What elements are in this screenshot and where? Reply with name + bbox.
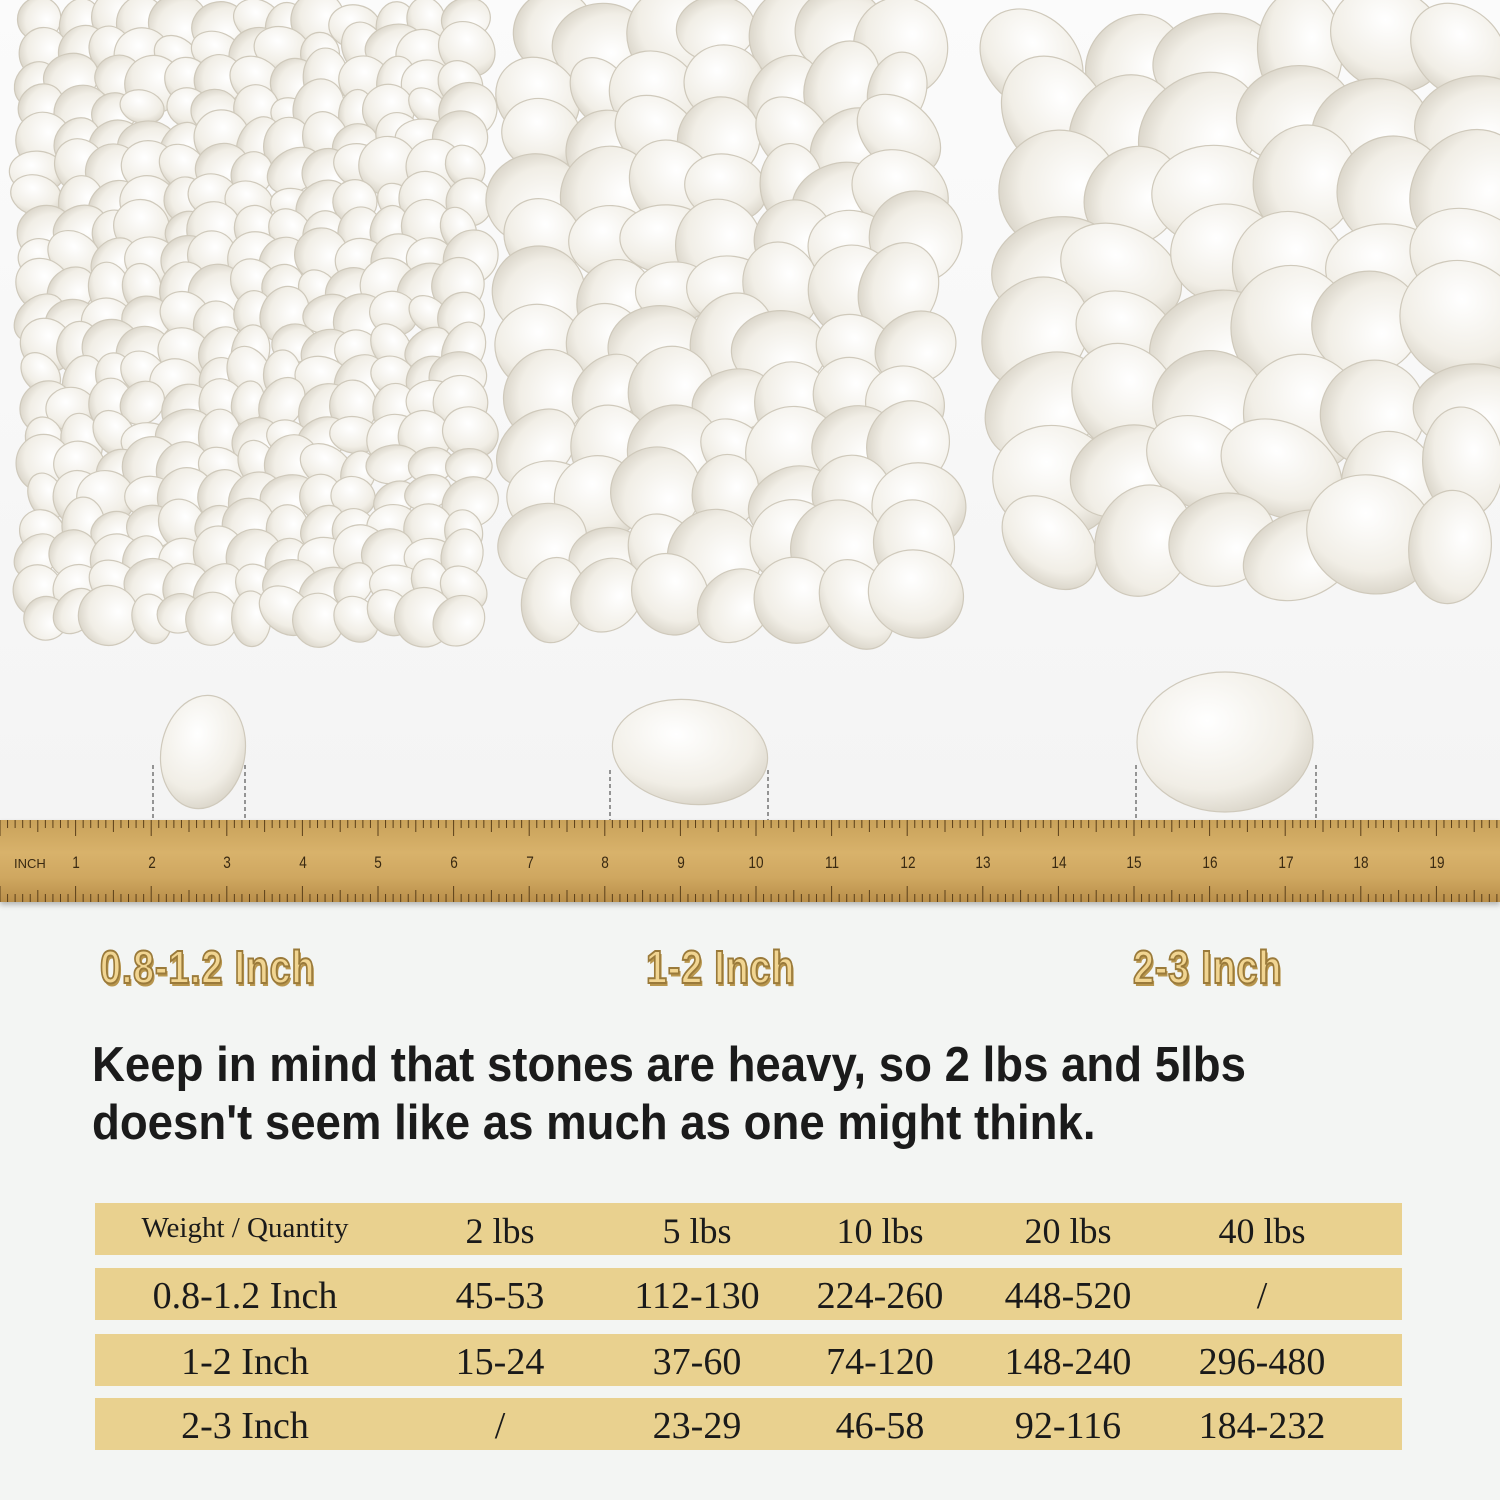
table-cell: 112-130 xyxy=(634,1275,760,1317)
table-cell: 2-3 Inch xyxy=(181,1405,309,1447)
table-cell: 1-2 Inch xyxy=(181,1341,309,1383)
sample-pebble-large xyxy=(1136,671,1314,813)
pebble-piles xyxy=(8,0,1500,822)
table-row: 2-3 Inch / 23-29 46-58 92-116 184-232 xyxy=(95,1398,1402,1450)
table-header-cell: 20 lbs xyxy=(1024,1211,1112,1251)
ruler-number: 10 xyxy=(748,853,764,872)
table-cell: 0.8-1.2 Inch xyxy=(152,1275,338,1317)
table-cell: 46-58 xyxy=(835,1405,925,1447)
ruler-number: 6 xyxy=(450,853,458,872)
ruler-number: 4 xyxy=(299,853,307,872)
table-cell: 296-480 xyxy=(1198,1341,1326,1383)
ruler-number: 8 xyxy=(601,853,609,872)
ruler-number: 14 xyxy=(1051,853,1067,872)
table-header-cell: 10 lbs xyxy=(836,1211,924,1251)
ruler-number: 17 xyxy=(1278,853,1294,872)
pebble xyxy=(1001,495,1098,591)
size-label-small: 0.8-1.2 Inch xyxy=(99,940,316,994)
table-cell: 15-24 xyxy=(455,1341,545,1383)
table-cell: 23-29 xyxy=(652,1405,742,1447)
weight-note: Keep in mind that stones are heavy, so 2… xyxy=(92,1038,1246,1150)
ruler-number: 13 xyxy=(975,853,991,872)
table-cell: 148-240 xyxy=(1004,1341,1132,1383)
ruler-number: 11 xyxy=(824,853,840,872)
ruler-number: 5 xyxy=(374,853,383,872)
table-header-row: Weight / Quantity 2 lbs 5 lbs 10 lbs 20 lbs 4… xyxy=(95,1203,1402,1255)
ruler: INCH 1 2 3 4 5 6 7 8 9 10 11 12 13 14 15 16 17 18 19 xyxy=(0,820,1500,902)
size-label-medium: 1-2 Inch xyxy=(645,940,796,994)
ruler-number: 9 xyxy=(677,853,685,872)
table-cell: 448-520 xyxy=(1004,1275,1132,1317)
table-row: 0.8-1.2 Inch 45-53 112-130 224-260 448-520 / xyxy=(95,1268,1402,1320)
sample-pebble-small xyxy=(159,694,247,810)
table-cell: / xyxy=(494,1405,506,1447)
table-header-cell: 5 lbs xyxy=(662,1211,732,1251)
table-cell: 184-232 xyxy=(1198,1405,1326,1447)
table-cell: / xyxy=(1256,1275,1268,1317)
size-label-large: 2-3 Inch xyxy=(1132,940,1283,994)
ruler-unit-label: INCH xyxy=(14,856,46,871)
table-row: 1-2 Inch 15-24 37-60 74-120 148-240 296-480 xyxy=(95,1334,1402,1386)
ruler-ticks xyxy=(0,820,1498,902)
table-cell: 37-60 xyxy=(652,1341,742,1383)
table-header-cell: Weight / Quantity xyxy=(141,1212,349,1244)
ruler-number: 2 xyxy=(147,853,156,872)
ruler-number: 12 xyxy=(900,853,916,872)
table-header-cell: 40 lbs xyxy=(1218,1211,1306,1251)
pebble xyxy=(631,552,710,636)
table-cell: 92-116 xyxy=(1014,1405,1122,1447)
table-cell: 224-260 xyxy=(816,1275,944,1317)
pebble xyxy=(1399,259,1500,383)
ruler-number: 1 xyxy=(72,853,80,872)
pebble xyxy=(570,557,644,633)
table-cell: 74-120 xyxy=(826,1341,934,1383)
table-header-cell: 2 lbs xyxy=(465,1211,535,1251)
pebble xyxy=(1408,489,1493,605)
ruler-number: 18 xyxy=(1353,853,1369,872)
ruler-number: 7 xyxy=(525,853,534,872)
ruler-number: 3 xyxy=(223,853,231,872)
ruler-number: 19 xyxy=(1429,853,1445,872)
sample-pebble-medium xyxy=(611,698,769,806)
pebble xyxy=(867,549,965,639)
pebbles-photo xyxy=(0,0,1500,822)
ruler-number: 16 xyxy=(1202,853,1218,872)
table-cell: 45-53 xyxy=(455,1275,545,1317)
ruler-number: 15 xyxy=(1126,853,1142,872)
pebble xyxy=(432,594,486,647)
